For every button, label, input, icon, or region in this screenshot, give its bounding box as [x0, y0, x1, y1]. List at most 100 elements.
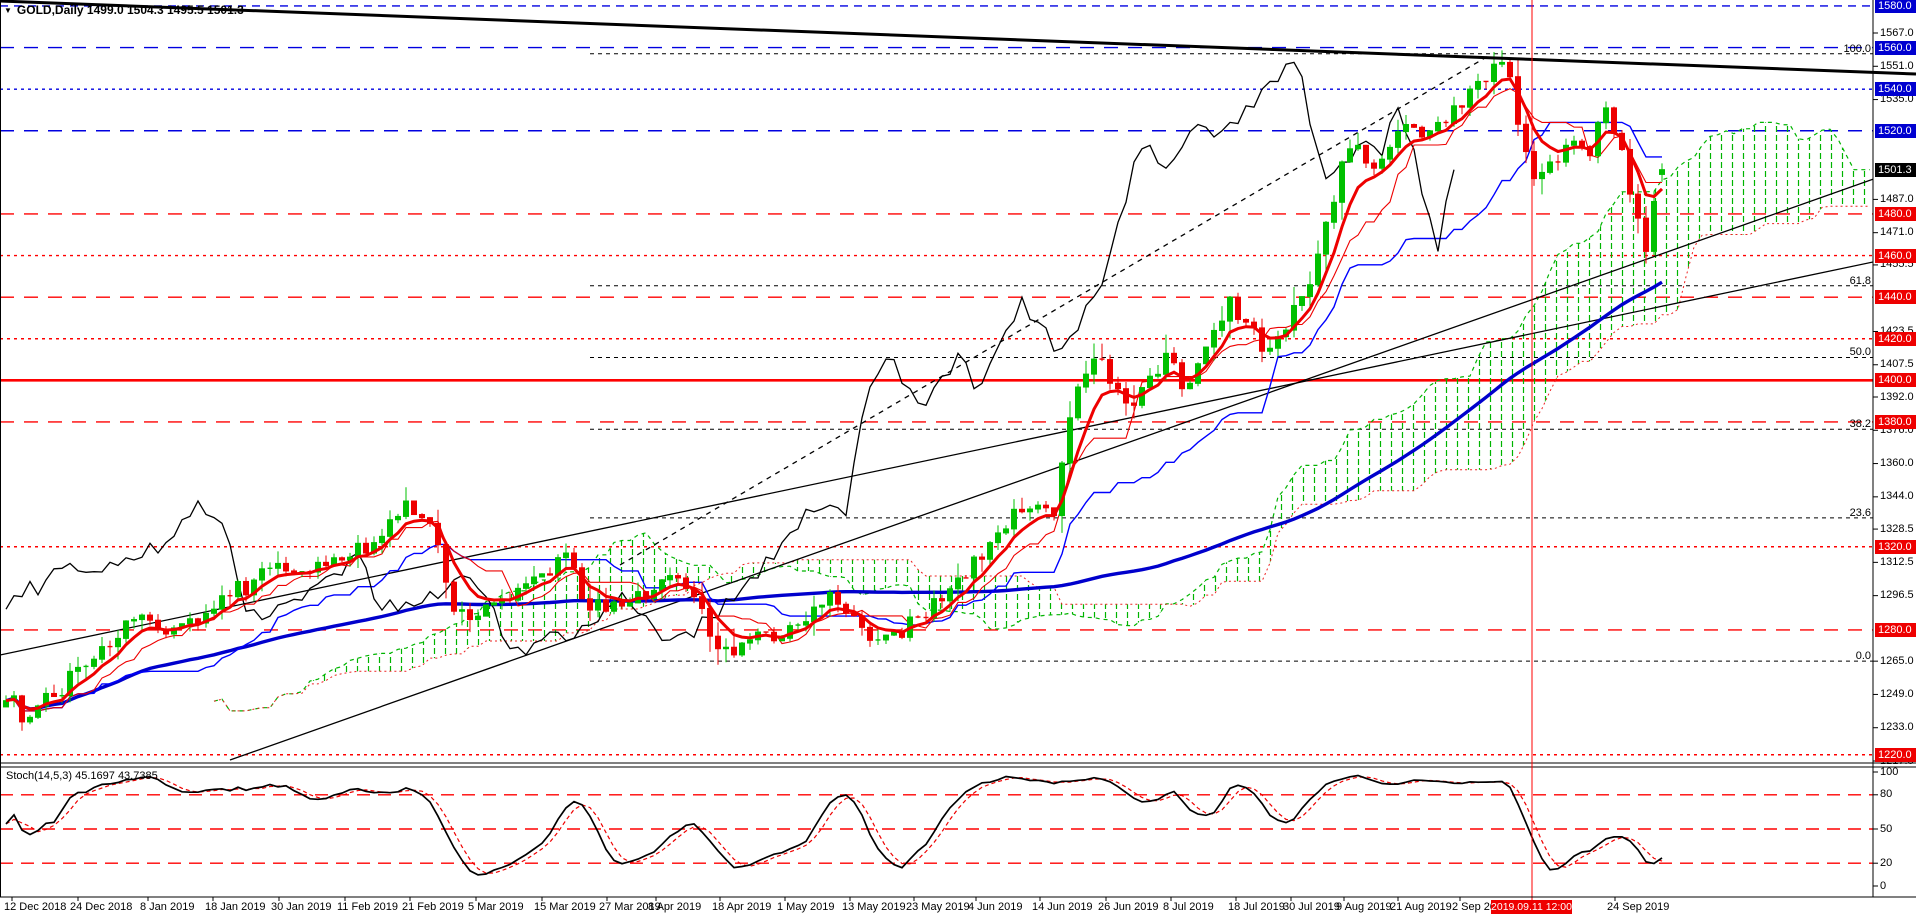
date-label[interactable]: 8 Jan 2019 [140, 901, 195, 913]
date-label[interactable]: 11 Feb 2019 [337, 901, 398, 913]
candle-bull [523, 583, 529, 589]
date-label[interactable]: 8 Apr 2019 [648, 901, 702, 913]
candle-bull [67, 670, 73, 697]
chart-title: ▼ GOLD,Daily 1499.0 1504.3 1495.5 1501.3 [4, 3, 244, 17]
candle-bear [835, 592, 841, 605]
candle-bull [491, 602, 497, 606]
price-level-badge-1460.0: 1460.0 [1875, 249, 1916, 263]
candle-bull [1267, 347, 1273, 352]
stoch-main-line [5, 774, 1663, 876]
tenkan-sen-line [5, 88, 1662, 712]
date-label[interactable]: 12 Dec 2018 [4, 901, 67, 913]
candle-bull [27, 716, 33, 723]
trendline-upper-resistance[interactable] [0, 0, 1916, 76]
candle-bear [363, 542, 369, 554]
candle-bull [395, 515, 401, 521]
date-label[interactable]: 14 Jun 2019 [1032, 901, 1093, 913]
candle-bull [1219, 320, 1225, 331]
candle-bull [35, 705, 41, 718]
price-level-badge-1560.0: 1560.0 [1875, 41, 1916, 55]
kijun-sen-line [5, 121, 1662, 712]
date-label[interactable]: 21 Feb 2019 [402, 901, 464, 913]
date-label[interactable]: 4 Jun 2019 [968, 901, 1023, 913]
candle-bull [955, 577, 961, 590]
candle-bull [459, 609, 465, 612]
stochastic-pane[interactable] [0, 774, 1873, 876]
date-label[interactable]: 15 Mar 2019 [534, 901, 596, 913]
stoch-d-value: 43.7385 [117, 770, 158, 782]
date-label[interactable]: 24 Dec 2018 [70, 901, 133, 913]
date-label[interactable]: 13 May 2019 [842, 901, 906, 913]
date-label[interactable]: 8 Jul 2019 [1163, 901, 1214, 913]
candle-bear [1371, 162, 1377, 169]
date-label[interactable]: 30 Jul 2019 [1283, 901, 1340, 913]
date-label[interactable]: 9 Aug 2019 [1336, 901, 1392, 913]
price-tick-label-1296.5: 1296.5 [1880, 589, 1914, 601]
candle-bull [1075, 386, 1081, 419]
candle-bear [571, 552, 577, 569]
candle-bull [531, 576, 537, 585]
candle-bear [603, 599, 609, 612]
main-price-pane[interactable] [0, 5, 1916, 761]
candle-bull [1291, 304, 1297, 331]
date-label[interactable]: 5 Mar 2019 [468, 901, 524, 913]
candle-bull [1083, 373, 1089, 388]
candle-bear [1515, 76, 1521, 125]
price-level-badge-1480.0: 1480.0 [1875, 207, 1916, 221]
trendline-rising-dashed-channel[interactable] [619, 54, 1491, 566]
candle-bear [243, 580, 249, 596]
candle-bull [1163, 352, 1169, 375]
price-level-badge-1520.0: 1520.0 [1875, 124, 1916, 138]
candle-bull [187, 618, 193, 625]
candle-bull [211, 608, 217, 614]
price-level-badge-1580.0: 1580.0 [1875, 0, 1916, 13]
date-label[interactable]: 1 May 2019 [777, 901, 835, 913]
candle-bear [291, 570, 297, 573]
date-label[interactable]: 30 Jan 2019 [271, 901, 332, 913]
date-label[interactable]: 18 Jan 2019 [205, 901, 266, 913]
candle-bull [91, 658, 97, 667]
candle-bull [667, 575, 673, 581]
price-level-badge-1440.0: 1440.0 [1875, 290, 1916, 304]
date-label[interactable]: 18 Apr 2019 [712, 901, 772, 913]
candle-bull [1323, 221, 1329, 255]
price-tick-label-1312.5: 1312.5 [1880, 556, 1914, 568]
candle-bull [379, 535, 385, 544]
candle-bull [611, 601, 617, 612]
date-label[interactable]: 18 Jul 2019 [1228, 901, 1285, 913]
current-price-badge: 1501.3 [1875, 163, 1916, 177]
date-label[interactable]: 23 May 2019 [906, 901, 970, 913]
date-label[interactable]: 26 Jun 2019 [1098, 901, 1159, 913]
date-label[interactable]: 21 Aug 2019 [1390, 901, 1452, 913]
candle-bull [1147, 375, 1153, 389]
date-label[interactable]: 24 Sep 2019 [1607, 901, 1670, 913]
price-level-badge-1320.0: 1320.0 [1875, 540, 1916, 554]
date-label[interactable]: 27 Mar 2019 [599, 901, 661, 913]
candle-bear [147, 614, 153, 621]
fib-label-61.8: 61.8 [1849, 275, 1871, 287]
stoch-scale-label-0: 0 [1880, 880, 1887, 892]
candle-bear [1419, 126, 1425, 138]
candle-bear [867, 626, 873, 641]
candle-bull [1339, 161, 1345, 203]
collapse-chart-arrow[interactable]: ▼ [4, 6, 12, 15]
candle-bear [1643, 217, 1649, 252]
candle-bull [75, 666, 81, 672]
price-tick-label-1471.0: 1471.0 [1880, 226, 1914, 238]
candle-bull [1355, 144, 1361, 150]
candle-bear [283, 562, 289, 572]
candle-bear [731, 646, 737, 656]
price-level-badge-1380.0: 1380.0 [1875, 415, 1916, 429]
candle-bear [1507, 61, 1513, 78]
candle-bull [947, 588, 953, 602]
candle-bear [1411, 124, 1417, 128]
symbol-ohlc-text: GOLD,Daily 1499.0 1504.3 1495.5 1501.3 [16, 3, 244, 17]
price-tick-label-1360.0: 1360.0 [1880, 457, 1914, 469]
price-tick-label-1233.0: 1233.0 [1880, 721, 1914, 733]
candle-bull [259, 568, 265, 581]
trendline-rising-support-shallow[interactable] [0, 253, 1916, 656]
candle-bear [579, 567, 585, 600]
candle-bull [235, 580, 241, 598]
